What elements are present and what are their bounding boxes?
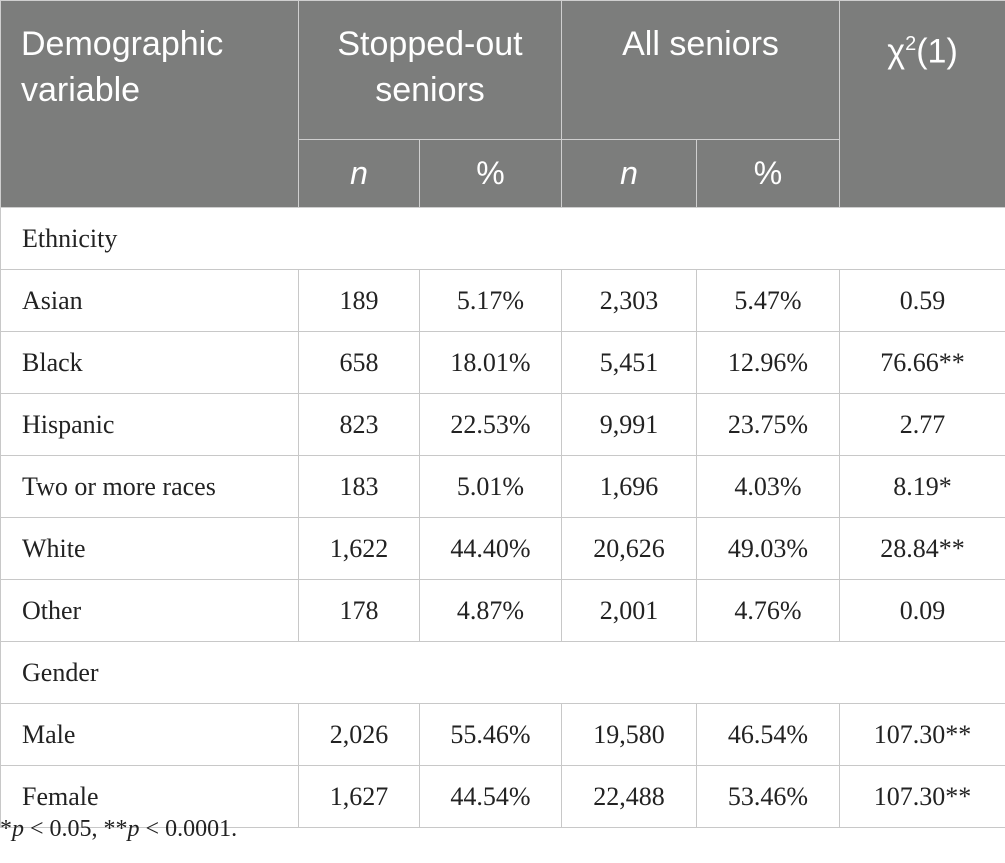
cell-all-n: 2,303 [561,269,698,332]
cell-stopped-pct: 18.01% [418,331,563,394]
table-row: Two or more races 183 5.01% 1,696 4.03% 8.19* [0,455,1005,518]
cell-all-pct: 4.03% [696,455,841,518]
cell-chi-square: 8.19* [839,455,1005,518]
footnote-text1: < 0.05, [24,816,104,842]
section-row: Ethnicity [0,207,1005,270]
demographics-table: Demographic variable Stopped-out seniors… [0,0,1005,828]
table-row: Black 658 18.01% 5,451 12.96% 76.66** [0,331,1005,394]
header-stopped-line1: Stopped-out [337,25,523,63]
cell-chi-square: 107.30** [839,703,1005,766]
cell-stopped-pct: 44.40% [418,517,563,580]
cell-all-pct: 4.76% [696,579,841,642]
cell-all-n: 2,001 [561,579,698,642]
subheader-stopped-pct: % [418,139,563,208]
header-all-seniors: All seniors [561,0,841,140]
table-footnote: *p < 0.05, **p < 0.0001. [0,816,237,843]
footnote-text2: < 0.0001. [139,816,238,842]
row-label: Hispanic [0,393,299,456]
table-row: Other 178 4.87% 2,001 4.76% 0.09 [0,579,1005,642]
header-chi-square: χ2(1) [839,0,1005,208]
header-demographic-variable: Demographic variable [0,0,299,208]
table-body: Ethnicity Asian 189 5.17% 2,303 5.47% 0.59 Blac… [0,207,1005,828]
cell-chi-square: 0.09 [839,579,1005,642]
cell-stopped-n: 183 [298,455,420,518]
subheader-stopped-n: n [298,139,420,208]
cell-all-n: 22,488 [561,765,698,828]
cell-stopped-n: 178 [298,579,420,642]
cell-all-n: 1,696 [561,455,698,518]
table-row: Female 1,627 44.54% 22,488 53.46% 107.30** [0,765,1005,828]
subheader-all-n: n [561,139,698,208]
header-stopped-line2: seniors [375,71,485,109]
header-demographic-line2: variable [21,71,141,109]
row-label: White [0,517,299,580]
cell-all-n: 20,626 [561,517,698,580]
row-label: Other [0,579,299,642]
row-label: Male [0,703,299,766]
header-demographic-line1: Demographic [21,25,224,63]
cell-all-pct: 53.46% [696,765,841,828]
cell-all-n: 9,991 [561,393,698,456]
subheader-all-pct: % [696,139,841,208]
cell-stopped-pct: 44.54% [418,765,563,828]
table-row: Hispanic 823 22.53% 9,991 23.75% 2.77 [0,393,1005,456]
row-label: Two or more races [0,455,299,518]
cell-stopped-pct: 4.87% [418,579,563,642]
row-label: Female [0,765,299,828]
cell-chi-square: 0.59 [839,269,1005,332]
cell-all-n: 5,451 [561,331,698,394]
cell-all-pct: 23.75% [696,393,841,456]
cell-stopped-n: 1,627 [298,765,420,828]
table-header: Demographic variable Stopped-out seniors… [0,0,1005,208]
section-title: Gender [0,641,1005,704]
cell-all-pct: 12.96% [696,331,841,394]
row-label: Black [0,331,299,394]
chi-df: (1) [916,32,958,71]
footnote-p2: p [127,816,140,842]
cell-stopped-n: 2,026 [298,703,420,766]
cell-stopped-n: 189 [298,269,420,332]
cell-all-pct: 49.03% [696,517,841,580]
cell-stopped-pct: 22.53% [418,393,563,456]
cell-stopped-n: 1,622 [298,517,420,580]
cell-chi-square: 28.84** [839,517,1005,580]
cell-all-pct: 5.47% [696,269,841,332]
footnote-star2: ** [103,816,128,842]
cell-stopped-pct: 5.01% [418,455,563,518]
footnote-p1: p [12,816,24,842]
row-label: Asian [0,269,299,332]
footnote-star1: * [0,816,12,842]
section-title: Ethnicity [0,207,1005,270]
table-row: White 1,622 44.40% 20,626 49.03% 28.84** [0,517,1005,580]
cell-chi-square: 76.66** [839,331,1005,394]
cell-stopped-n: 658 [298,331,420,394]
cell-stopped-n: 823 [298,393,420,456]
cell-all-n: 19,580 [561,703,698,766]
cell-all-pct: 46.54% [696,703,841,766]
cell-chi-square: 107.30** [839,765,1005,828]
cell-chi-square: 2.77 [839,393,1005,456]
chi-symbol: χ [887,32,906,71]
table-row: Asian 189 5.17% 2,303 5.47% 0.59 [0,269,1005,332]
header-stopped-out-seniors: Stopped-out seniors [297,0,563,140]
cell-stopped-pct: 55.46% [418,703,563,766]
table-row: Male 2,026 55.46% 19,580 46.54% 107.30** [0,703,1005,766]
chi-superscript: 2 [905,33,917,55]
section-row: Gender [0,641,1005,704]
cell-stopped-pct: 5.17% [418,269,563,332]
